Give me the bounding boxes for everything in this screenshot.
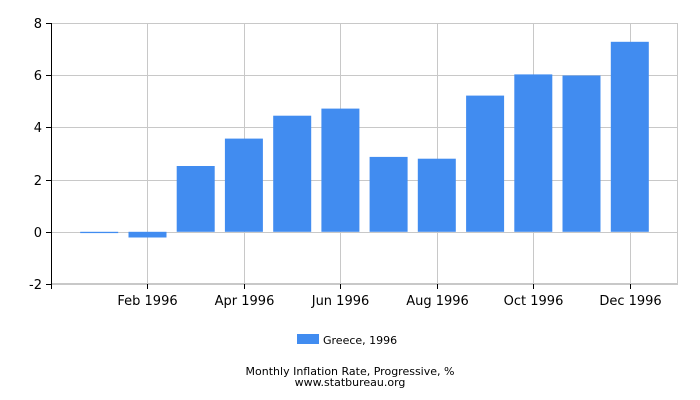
chart-title: Monthly Inflation Rate, Progressive, % bbox=[246, 365, 455, 378]
bar-apr-1996 bbox=[224, 138, 263, 232]
y-tick-labels: -2 0 2 4 6 8 bbox=[29, 17, 42, 293]
legend: Greece, 1996 bbox=[297, 334, 397, 347]
bar-jul-1996 bbox=[369, 156, 408, 232]
y-tick-label: 4 bbox=[34, 121, 42, 136]
bar-aug-1996 bbox=[417, 158, 456, 232]
legend-label: Greece, 1996 bbox=[323, 334, 397, 347]
x-tick-label: Dec 1996 bbox=[599, 294, 661, 309]
bar-nov-1996 bbox=[562, 75, 601, 232]
bar-may-1996 bbox=[273, 115, 312, 232]
x-tick-label: Apr 1996 bbox=[215, 294, 275, 309]
legend-swatch bbox=[297, 334, 319, 344]
y-tick-label: 0 bbox=[34, 226, 42, 241]
bars bbox=[80, 41, 649, 238]
bar-jan-1996 bbox=[80, 231, 119, 234]
x-tick-label: Aug 1996 bbox=[406, 294, 469, 309]
bar-dec-1996 bbox=[610, 41, 649, 232]
bar-oct-1996 bbox=[514, 74, 553, 232]
x-tick-labels: Feb 1996 Apr 1996 Jun 1996 Aug 1996 Oct 1996… bbox=[117, 294, 661, 309]
bar-mar-1996 bbox=[176, 166, 215, 232]
y-tick-label: 8 bbox=[34, 17, 42, 32]
x-tick-label: Feb 1996 bbox=[117, 294, 177, 309]
x-tick-label: Oct 1996 bbox=[504, 294, 564, 309]
bar-jun-1996 bbox=[321, 108, 360, 232]
y-tick-label: 6 bbox=[34, 69, 42, 84]
bar-feb-1996 bbox=[128, 231, 167, 238]
y-tick-label: -2 bbox=[29, 278, 42, 293]
axes bbox=[46, 23, 631, 289]
y-tick-label: 2 bbox=[34, 174, 42, 189]
bar-sep-1996 bbox=[466, 95, 505, 232]
source-label: www.statbureau.org bbox=[295, 376, 406, 389]
x-tick-label: Jun 1996 bbox=[311, 294, 370, 309]
